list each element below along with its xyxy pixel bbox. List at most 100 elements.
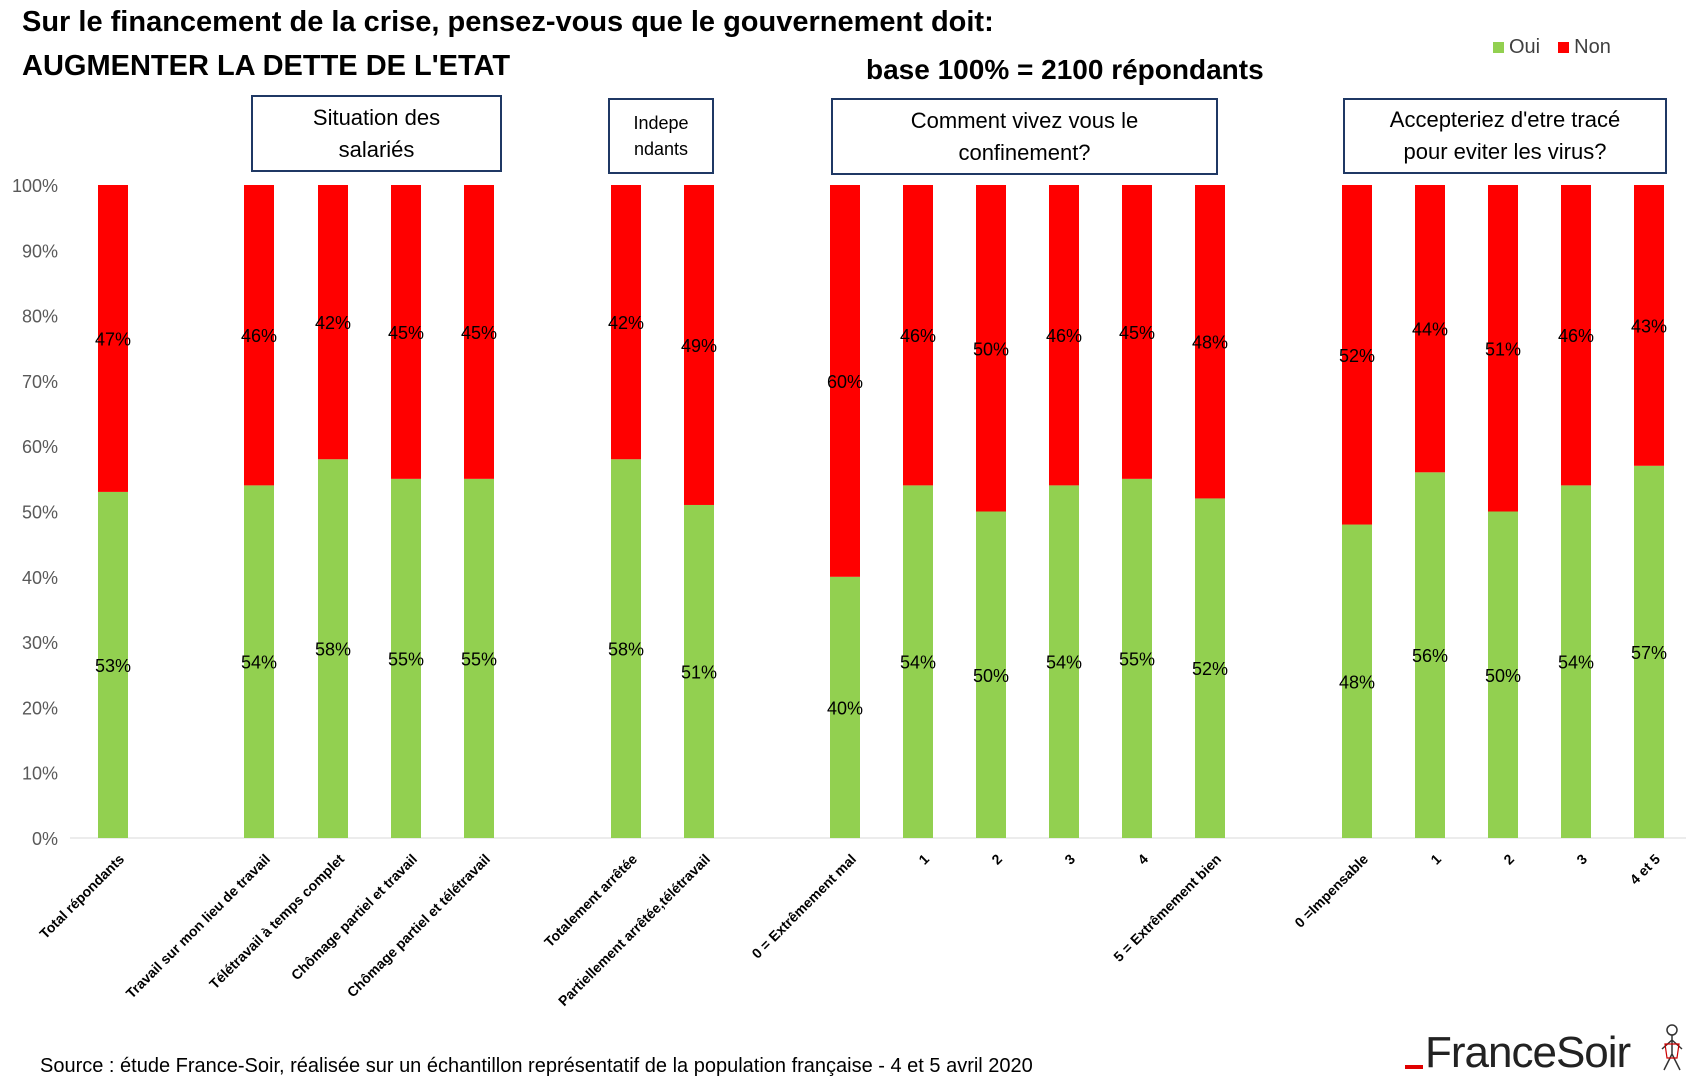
data-label-oui: 58% [315, 640, 351, 660]
bar-oui [1561, 485, 1591, 838]
category-label: 3 [1573, 851, 1590, 868]
logo-figure-icon [1661, 1024, 1683, 1071]
data-label-oui: 57% [1631, 643, 1667, 663]
group-box-trace: Accepteriez d'etre tracé pour eviter les… [1343, 98, 1667, 174]
data-label-oui: 40% [827, 698, 863, 718]
data-label-non: 52% [1339, 346, 1375, 366]
data-label-oui: 50% [1485, 666, 1521, 686]
data-label-oui: 56% [1412, 646, 1448, 666]
group-box-salaries-text: Situation des salariés [312, 104, 441, 162]
category-label: 3 [1061, 851, 1078, 868]
data-label-non: 42% [608, 313, 644, 333]
data-label-oui: 52% [1192, 659, 1228, 679]
bar-non [1634, 185, 1664, 466]
data-label-oui: 54% [1558, 653, 1594, 673]
bar-oui [1634, 465, 1664, 838]
category-label: Chômage partiel et travail [288, 851, 420, 983]
group-box-confinement: Comment vivez vous le confinement? [831, 98, 1218, 175]
y-tick-label: 40% [22, 568, 58, 588]
bar-oui [244, 485, 274, 838]
logo-text: FranceSoir [1425, 1028, 1631, 1077]
bar-non [1488, 185, 1518, 512]
data-label-oui: 50% [973, 666, 1009, 686]
category-label: 0 =Impensable [1291, 851, 1371, 931]
category-label: 4 et 5 [1626, 851, 1663, 888]
data-label-oui: 54% [900, 653, 936, 673]
data-label-non: 43% [1631, 316, 1667, 336]
legend-swatch-oui [1493, 42, 1504, 53]
bar-non [391, 185, 421, 479]
data-label-non: 44% [1412, 320, 1448, 340]
data-label-non: 45% [388, 323, 424, 343]
category-label: Travail sur mon lieu de travail [123, 851, 274, 1002]
bar-non [244, 185, 274, 486]
bar-non [318, 185, 348, 460]
data-label-oui: 55% [461, 649, 497, 669]
data-label-non: 46% [900, 326, 936, 346]
category-label: Total répondants [36, 851, 127, 942]
legend-label-non: Non [1574, 36, 1611, 58]
data-label-non: 51% [1485, 339, 1521, 359]
category-label: Partiellement arrêtée,télétravail [555, 851, 713, 1009]
data-label-non: 45% [461, 323, 497, 343]
y-tick-label: 30% [22, 633, 58, 653]
y-tick-label: 50% [22, 503, 58, 523]
data-label-non: 46% [1046, 326, 1082, 346]
group-box-confinement-text: Comment vivez vous le confinement? [910, 107, 1139, 165]
category-label: 4 [1134, 851, 1151, 868]
bar-non [1122, 185, 1152, 479]
data-label-non: 47% [95, 329, 131, 349]
data-label-non: 45% [1119, 323, 1155, 343]
category-label: 1 [915, 851, 932, 868]
data-label-non: 46% [1558, 326, 1594, 346]
chart-title-line1: Sur le financement de la crise, pensez-v… [22, 6, 994, 38]
data-label-non: 50% [973, 339, 1009, 359]
legend-item-oui: Oui [1493, 36, 1540, 59]
bar-non [1415, 185, 1445, 473]
bar-oui [1122, 478, 1152, 838]
data-label-oui: 55% [1119, 649, 1155, 669]
group-box-independants-text: Indepe ndants [633, 113, 689, 159]
bar-oui [98, 491, 128, 838]
y-tick-label: 70% [22, 372, 58, 392]
category-label: 1 [1427, 851, 1444, 868]
group-box-trace-text: Accepteriez d'etre tracé pour eviter les… [1389, 107, 1621, 164]
stacked-bar-chart: 0% 10% 20% 30% 40% 50% 60% 70% 80% 90% 100% 53% 47% T… [12, 176, 1686, 1009]
group-box-independants: Indepe ndants [608, 98, 714, 174]
category-label: 2 [1500, 851, 1517, 868]
data-label-non: 42% [315, 313, 351, 333]
bar-oui [976, 511, 1006, 838]
data-label-non: 48% [1192, 333, 1228, 353]
group-box-salaries: Situation des salariés [251, 95, 502, 172]
bar-non [611, 185, 641, 460]
y-tick-label: 0% [32, 829, 58, 849]
bar-non [976, 185, 1006, 512]
bar-oui [1488, 511, 1518, 838]
y-tick-label: 20% [22, 698, 58, 718]
legend-label-oui: Oui [1509, 36, 1541, 58]
bar-oui [391, 478, 421, 838]
category-label: 0 = Extrêmement mal [748, 851, 859, 962]
data-label-non: 60% [827, 372, 863, 392]
legend-item-non: Non [1558, 36, 1611, 59]
data-label-oui: 54% [1046, 653, 1082, 673]
bar-oui [464, 478, 494, 838]
data-label-oui: 48% [1339, 672, 1375, 692]
bar-non [830, 185, 860, 577]
data-label-oui: 53% [95, 656, 131, 676]
bar-non [98, 185, 128, 492]
category-label: Chômage partiel et télétravail [344, 851, 493, 1000]
bar-oui [684, 504, 714, 838]
y-tick-label: 100% [12, 176, 58, 196]
bar-non [1342, 185, 1372, 525]
y-tick-label: 60% [22, 437, 58, 457]
bar-non [903, 185, 933, 486]
base-note: base 100% = 2100 répondants [866, 54, 1264, 85]
legend: Oui Non [1493, 36, 1621, 59]
chart-title-line2: AUGMENTER LA DETTE DE L'ETAT [22, 50, 511, 82]
bar-oui [1195, 498, 1225, 838]
bar-non [684, 185, 714, 505]
data-label-oui: 55% [388, 649, 424, 669]
y-tick-label: 10% [22, 764, 58, 784]
data-label-non: 46% [241, 326, 277, 346]
